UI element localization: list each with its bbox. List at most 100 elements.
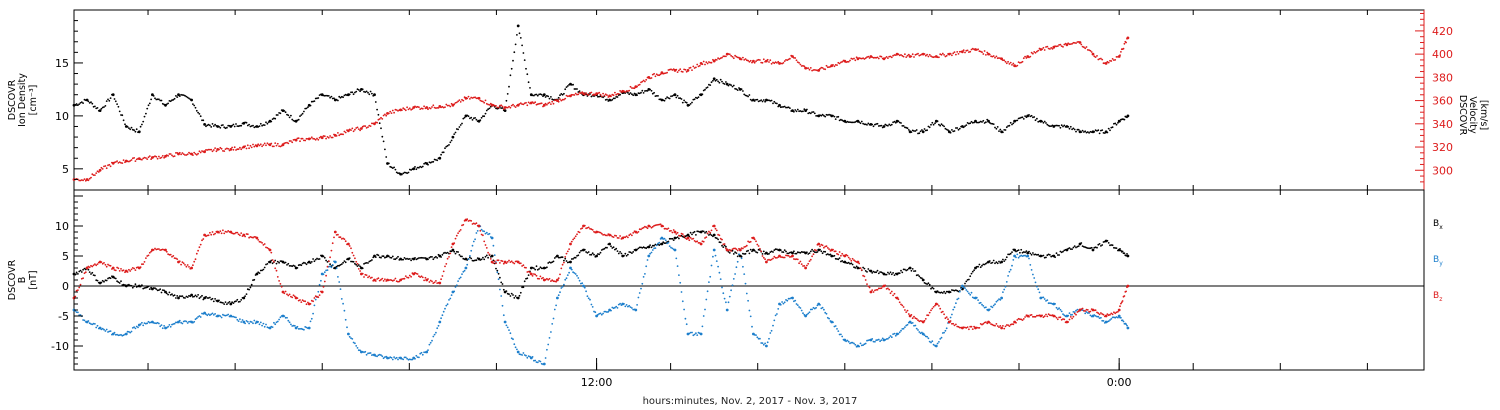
by-trace-dot [521, 354, 523, 356]
bz-trace-dot [152, 249, 155, 251]
bz-trace-dot [275, 269, 278, 272]
bz-point [556, 278, 559, 282]
bz-trace-dot [158, 248, 160, 250]
velocity-trace-dot [949, 52, 952, 55]
bz-trace-dot [744, 245, 747, 248]
by-trace-dot [657, 242, 659, 245]
velocity-trace-dot [747, 59, 749, 62]
bz-trace-dot [727, 249, 730, 252]
by-trace-dot [325, 269, 327, 272]
ion-density-trace-dot [994, 126, 996, 129]
bz-trace-dot [1004, 325, 1007, 328]
ion-density-trace-dot [614, 97, 616, 100]
velocity-trace-dot [734, 54, 736, 57]
by-point [1126, 326, 1130, 330]
bx-trace-dot [917, 274, 919, 276]
bz-trace-dot [949, 320, 952, 322]
bx-trace-dot [312, 258, 314, 260]
ion-density-trace-dot [795, 110, 798, 113]
by-trace-dot [785, 299, 787, 301]
velocity-trace-dot [559, 98, 561, 101]
velocity-trace-dot [994, 56, 996, 59]
bx-trace-dot [96, 279, 99, 282]
by-trace-dot [450, 294, 453, 296]
bx-trace-dot [474, 259, 476, 262]
bz-trace-dot [1094, 309, 1097, 312]
by-trace-dot [768, 337, 770, 340]
ion-density-trace-dot [760, 99, 763, 101]
by-trace-dot [945, 327, 948, 330]
velocity-trace-dot [518, 103, 521, 105]
by-trace-dot [163, 325, 166, 327]
bz-trace-dot [283, 292, 286, 295]
ion-density-trace-dot [1059, 126, 1062, 129]
ion-density-trace-dot [615, 96, 618, 98]
by-trace-dot [343, 309, 346, 312]
bz-trace-dot [441, 275, 444, 277]
ion-density-trace-dot [248, 123, 251, 126]
velocity-trace-dot [313, 138, 316, 140]
by-trace-dot [513, 343, 516, 346]
ion-density-trace-dot [1022, 118, 1025, 120]
bz-trace-dot [499, 262, 501, 264]
ion-density-trace-dot [173, 97, 176, 100]
by-trace-dot [141, 321, 143, 324]
ion-density-trace-dot [192, 103, 194, 105]
velocity-trace-dot [1120, 51, 1122, 53]
ion-density-trace-dot [327, 95, 330, 97]
by-trace-dot [616, 307, 619, 309]
by-trace-dot [433, 333, 436, 336]
velocity-trace-dot [163, 156, 166, 159]
ion-density-trace-dot [270, 120, 273, 123]
bx-trace-dot [795, 252, 798, 255]
ion-density-trace-dot [941, 124, 944, 127]
ion-density-trace-dot [668, 97, 671, 100]
bz-trace-dot [642, 226, 645, 229]
by-trace-dot [607, 310, 610, 313]
velocity-trace-dot [885, 56, 888, 58]
bz-trace-dot [968, 328, 970, 331]
by-trace-dot [832, 321, 834, 324]
bx-trace-dot [611, 247, 614, 249]
bx-trace-dot [617, 252, 620, 255]
velocity-trace-dot [803, 65, 806, 68]
velocity-trace-dot [753, 61, 756, 64]
by-trace-dot [952, 308, 955, 311]
bz-trace-dot [1058, 316, 1060, 319]
by-trace-dot [82, 319, 84, 321]
by-trace-dot [129, 331, 132, 334]
bx-trace-dot [983, 263, 986, 266]
bx-trace-dot [1123, 252, 1126, 255]
by-trace-dot [299, 328, 301, 330]
bx-trace-dot [296, 267, 299, 269]
velocity-trace-dot [1022, 57, 1025, 60]
by-trace-dot [175, 321, 177, 324]
ion-density-trace-dot [410, 169, 412, 171]
velocity-trace-dot [945, 54, 948, 57]
bx-trace-dot [897, 272, 900, 274]
by-trace-dot [1086, 312, 1089, 314]
bz-trace-dot [1106, 313, 1109, 315]
bx-trace-dot [103, 280, 105, 283]
velocity-trace-dot [257, 143, 260, 146]
bx-trace-dot [978, 263, 981, 266]
bz-trace-dot [377, 277, 380, 280]
velocity-trace-dot [651, 73, 654, 76]
bx-trace-dot [305, 263, 308, 266]
bz-trace-dot [171, 255, 173, 258]
bx-trace-dot [527, 274, 530, 276]
by-trace-dot [992, 304, 995, 307]
by-trace-dot [555, 304, 557, 307]
velocity-trace-dot [223, 150, 226, 153]
by-trace-dot [436, 327, 439, 330]
ion-density-trace-dot [964, 125, 966, 127]
bx-trace-dot [258, 272, 261, 274]
by-trace-dot [838, 333, 841, 336]
bz-trace-dot [944, 317, 947, 320]
bx-trace-dot [197, 294, 200, 296]
velocity-trace-dot [794, 57, 797, 59]
bx-trace-dot [783, 249, 786, 252]
bz-trace-dot [732, 247, 735, 250]
bx-trace-dot [748, 252, 751, 255]
by-trace-dot [1073, 311, 1076, 313]
